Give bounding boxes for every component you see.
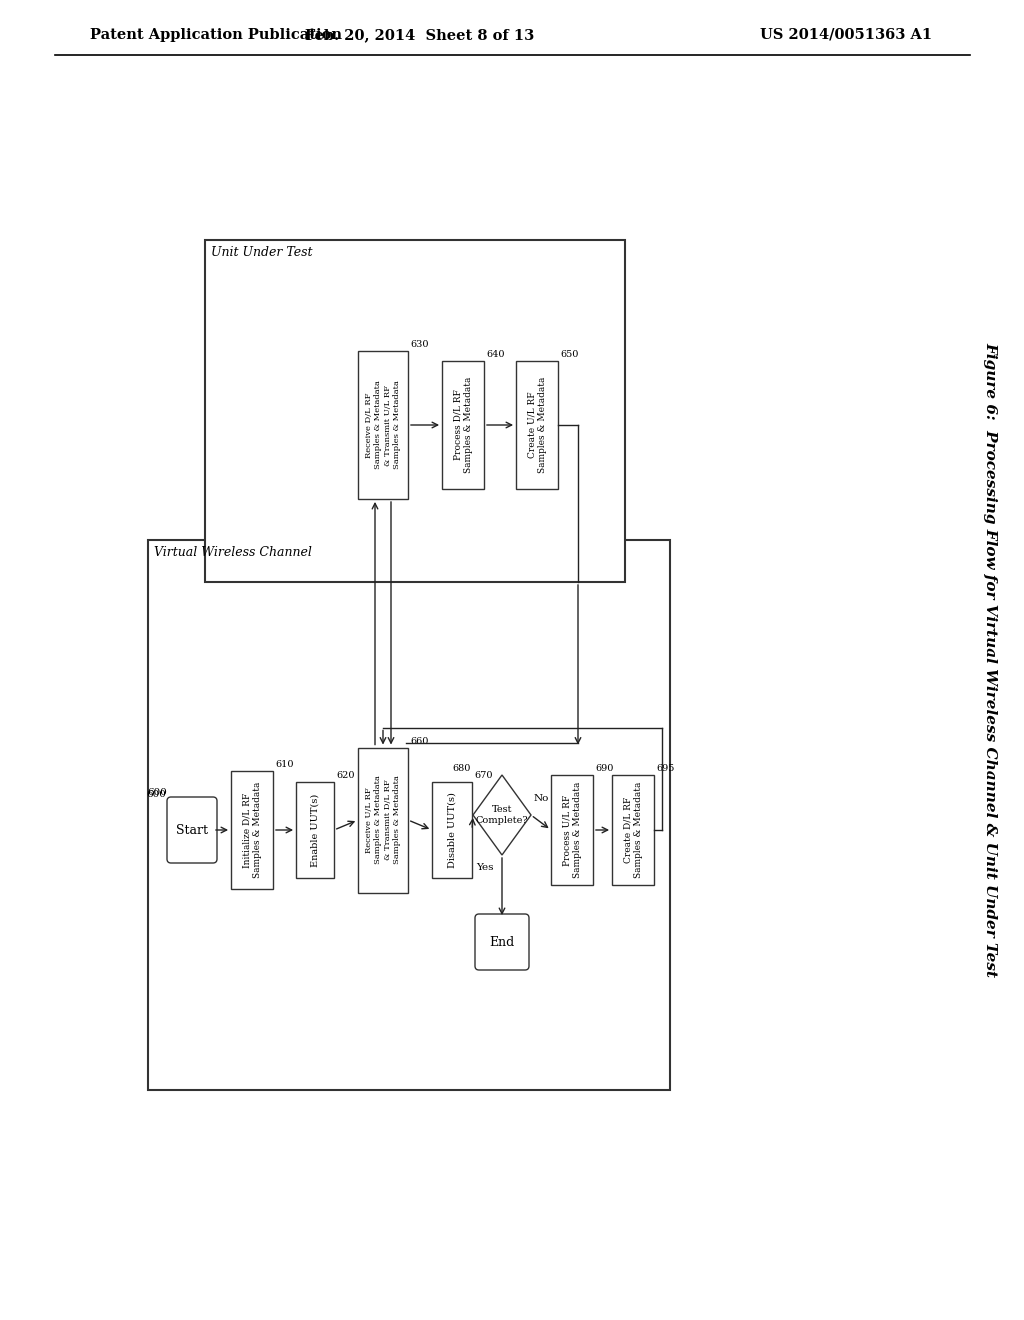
FancyBboxPatch shape: [475, 913, 529, 970]
Text: Start: Start: [176, 824, 208, 837]
Text: Unit Under Test: Unit Under Test: [211, 246, 312, 259]
Text: Receive D/L RF
Samples & Metadata
& Transmit U/L RF
Samples & Metadata: Receive D/L RF Samples & Metadata & Tran…: [366, 380, 400, 470]
Polygon shape: [473, 775, 531, 855]
Text: 695: 695: [656, 764, 675, 774]
Bar: [551, 775, 593, 884]
Text: End: End: [489, 936, 515, 949]
Text: 600: 600: [147, 788, 167, 797]
Text: Virtual Wireless Channel: Virtual Wireless Channel: [154, 546, 312, 558]
Text: Create U/L RF
Samples & Metadata: Create U/L RF Samples & Metadata: [527, 376, 547, 473]
Bar: [516, 360, 558, 488]
Bar: [205, 240, 625, 582]
Text: Receive U/L RF
Samples & Metadata
& Transmit D/L RF
Samples & Metadata: Receive U/L RF Samples & Metadata & Tran…: [366, 776, 400, 865]
Bar: [148, 540, 670, 1090]
Bar: [358, 747, 408, 892]
Bar: [358, 351, 408, 499]
Text: 600: 600: [146, 789, 166, 799]
Text: US 2014/0051363 A1: US 2014/0051363 A1: [760, 28, 932, 42]
Text: 640: 640: [486, 350, 505, 359]
Text: 620: 620: [336, 771, 354, 780]
Text: 610: 610: [275, 760, 294, 770]
Text: 660: 660: [410, 737, 428, 746]
Text: 630: 630: [410, 341, 428, 348]
Text: Enable UUT(s): Enable UUT(s): [310, 793, 319, 867]
Text: 650: 650: [560, 350, 579, 359]
Text: 680: 680: [453, 764, 471, 774]
Bar: [432, 781, 472, 878]
Bar: [612, 775, 654, 884]
FancyBboxPatch shape: [167, 797, 217, 863]
Text: Feb. 20, 2014  Sheet 8 of 13: Feb. 20, 2014 Sheet 8 of 13: [305, 28, 535, 42]
Text: Test
Complete?: Test Complete?: [476, 805, 528, 825]
Text: Patent Application Publication: Patent Application Publication: [90, 28, 342, 42]
Text: Disable UUT(s): Disable UUT(s): [447, 792, 457, 869]
Text: Process U/L RF
Samples & Metadata: Process U/L RF Samples & Metadata: [562, 781, 582, 878]
Text: Figure 6:  Processing Flow for Virtual Wireless Channel & Unit Under Test: Figure 6: Processing Flow for Virtual Wi…: [983, 342, 997, 978]
Bar: [442, 360, 484, 488]
Text: Create D/L RF
Samples & Metadata: Create D/L RF Samples & Metadata: [624, 781, 643, 878]
Text: Yes: Yes: [476, 863, 494, 873]
Text: Process D/L RF
Samples & Metadata: Process D/L RF Samples & Metadata: [454, 376, 473, 473]
Text: 690: 690: [595, 764, 613, 774]
Bar: [231, 771, 273, 888]
Text: Initialize D/L RF
Samples & Metadata: Initialize D/L RF Samples & Metadata: [243, 781, 262, 878]
Text: 670: 670: [474, 771, 493, 780]
Text: No: No: [534, 795, 549, 803]
Bar: [296, 781, 334, 878]
